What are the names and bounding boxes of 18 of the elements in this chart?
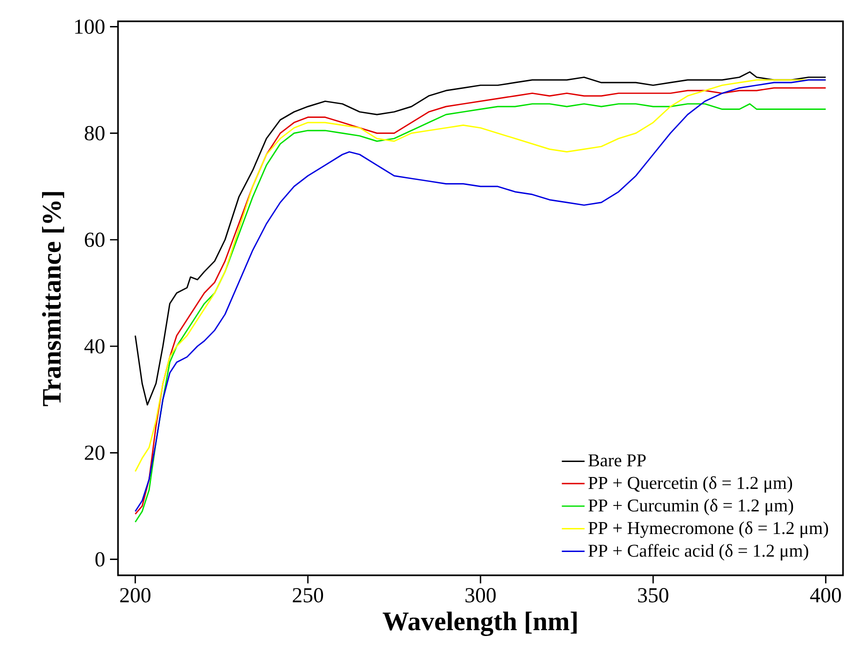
x-tick-label: 350 [638, 588, 668, 602]
y-tick-label: 20 [84, 445, 104, 460]
y-tick-label: 0 [95, 552, 104, 566]
y-tick-label: 100 [75, 19, 104, 34]
legend-label: PP + Curcumin (δ = 1.2 μm) [588, 498, 794, 516]
y-axis-title: Transmittance [%] [42, 192, 64, 406]
x-tick-label: 300 [466, 588, 496, 602]
x-tick-label: 250 [292, 588, 324, 602]
y-tick-label: 40 [84, 338, 104, 354]
y-tick-label: 60 [84, 232, 104, 247]
legend-label: PP + Hymecromone (δ = 1.2 μm) [588, 521, 828, 538]
legend-label: PP + Quercetin (δ = 1.2 μm) [588, 476, 792, 493]
x-tick-label: 400 [810, 588, 841, 602]
legend-label: PP + Caffeic acid (δ = 1.2 μm) [588, 544, 808, 560]
y-tick-label: 80 [84, 126, 104, 140]
x-tick-label: 200 [120, 588, 150, 602]
legend-label: Bare PP [588, 454, 646, 466]
x-axis-title: Wavelength [nm] [382, 611, 577, 636]
